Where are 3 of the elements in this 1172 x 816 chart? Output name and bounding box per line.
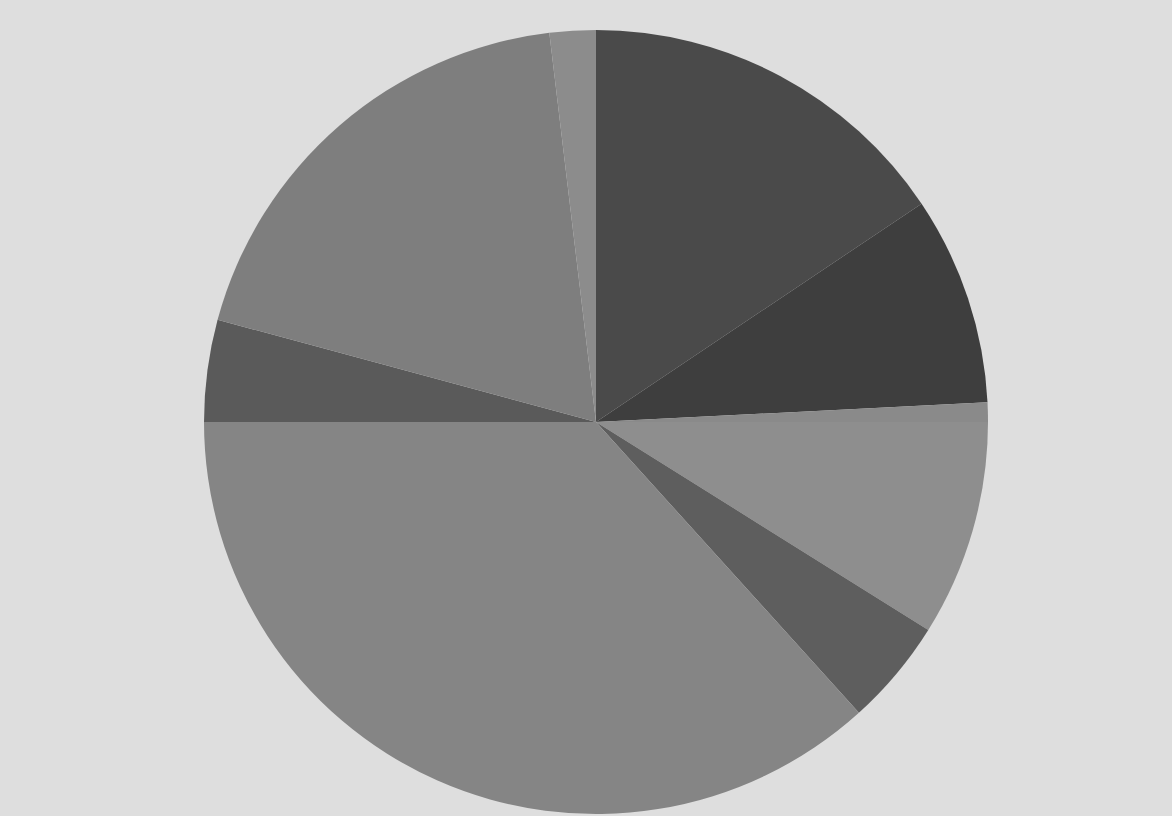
- pie-slice: [596, 422, 929, 713]
- pie-slice: [549, 30, 596, 422]
- pie-slice: [204, 319, 596, 422]
